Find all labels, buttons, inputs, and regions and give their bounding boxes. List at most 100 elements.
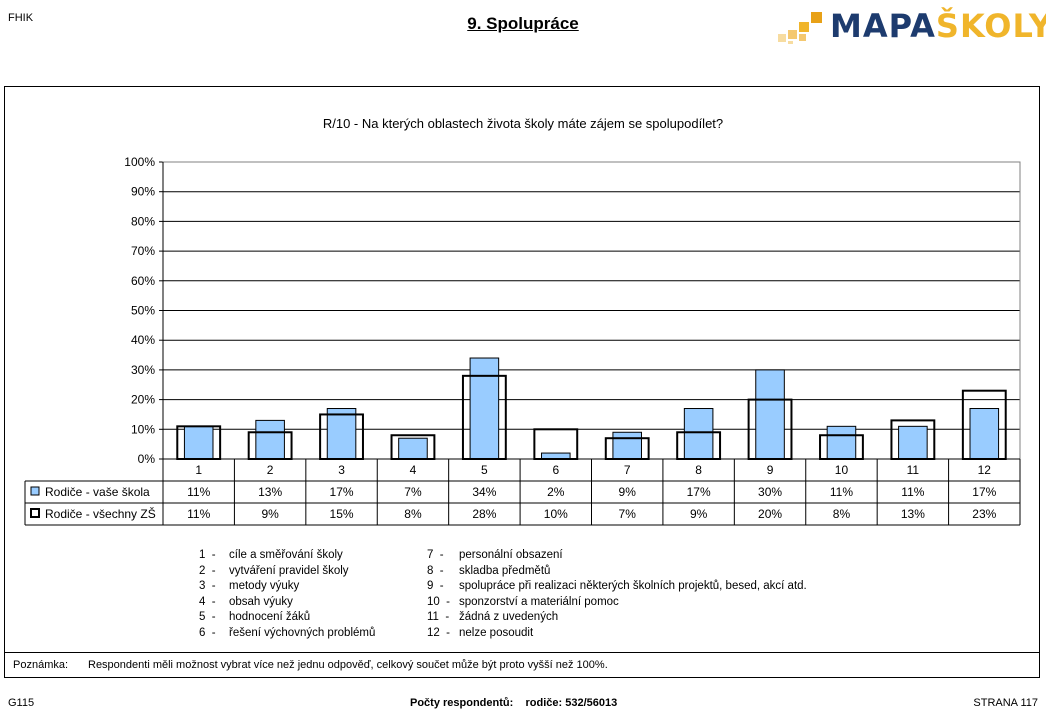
data-label: 8%: [833, 507, 851, 521]
page-title: 9. Spolupráce: [467, 14, 579, 33]
legend-number: 5 -: [199, 611, 223, 624]
data-label: 9%: [619, 485, 637, 499]
data-label: 11%: [187, 507, 210, 521]
data-label: 34%: [472, 485, 496, 499]
y-tick-label: 20%: [131, 393, 155, 407]
data-label: 7%: [404, 485, 422, 499]
category-label: 3: [338, 463, 345, 477]
legend-text: nelze posoudit: [459, 627, 534, 639]
legend-number: 11 -: [427, 611, 456, 624]
legend-number: 6 -: [199, 627, 223, 639]
y-tick-label: 50%: [131, 304, 155, 318]
legend-swatch-vase-skola: [30, 486, 40, 496]
data-label: 13%: [258, 485, 282, 499]
legend-number: 10 -: [427, 595, 457, 608]
legend-number: 4 -: [199, 595, 223, 608]
category-label: 4: [410, 463, 417, 477]
data-label: 2%: [547, 485, 565, 499]
y-tick-label: 80%: [131, 214, 155, 228]
legend-number: 7 -: [427, 549, 451, 561]
legend-item: 4 - obsah výuky: [199, 595, 293, 611]
y-tick-label: 70%: [131, 244, 155, 258]
legend-number: 9 -: [427, 580, 451, 593]
bar-vase-skola: [612, 431, 642, 460]
note-text: Respondenti měli možnost vybrat více než…: [88, 659, 608, 671]
bar-vase-skola: [683, 408, 714, 460]
footer-respondents: Počty respondentů: rodiče: 532/56013: [410, 697, 618, 709]
legend-number: 1 -: [199, 549, 223, 561]
mapa-skoly-logo: MAPAŠKOLY: [778, 7, 1046, 45]
legend-text: řešení výchovných problémů: [229, 627, 376, 639]
y-tick-label: 60%: [131, 274, 155, 288]
y-tick-label: 90%: [131, 185, 155, 199]
category-label: 9: [767, 463, 774, 477]
chart-title: R/10 - Na kterých oblastech života školy…: [322, 116, 724, 131]
data-label: 30%: [758, 485, 782, 499]
legend-swatch-vsechny-zs: [30, 508, 40, 518]
legend-item: 8 - skladba předmětů: [427, 564, 550, 580]
bar-vase-skola: [398, 437, 428, 460]
legend-item: 1 - cíle a směřování školy: [199, 548, 343, 564]
data-label: 11%: [187, 485, 210, 499]
legend-text: žádná z uvedených: [459, 611, 559, 624]
legend-item: 7 - personální obsazení: [427, 548, 563, 564]
footer-page-number: STRANA 117: [973, 697, 1038, 709]
legend-item: 11 - žádná z uvedených: [427, 610, 558, 626]
y-tick-label: 10%: [131, 422, 155, 436]
category-label: 12: [978, 463, 992, 477]
category-label: 8: [695, 463, 702, 477]
data-label: 10%: [544, 507, 568, 521]
bar-vase-skola: [755, 369, 785, 460]
note-divider: [5, 652, 1039, 653]
content-frame: [4, 86, 1040, 678]
logo-text: MAPAŠKOLY: [830, 7, 1046, 45]
category-label: 6: [552, 463, 559, 477]
data-label: 9%: [690, 507, 708, 521]
bar-vase-skola: [969, 408, 1000, 460]
legend-number: 8 -: [427, 564, 451, 577]
data-label: 9%: [261, 507, 279, 521]
legend-text: hodnocení žáků: [229, 611, 311, 624]
category-label: 5: [481, 463, 488, 477]
data-label: 13%: [901, 507, 925, 521]
legend-number: 3 -: [199, 580, 223, 593]
data-label: 28%: [472, 507, 496, 521]
data-label: 23%: [972, 507, 996, 521]
legend-text: cíle a směřování školy: [229, 549, 343, 561]
legend-text: obsah výuky: [229, 595, 293, 608]
data-label: 11%: [901, 485, 924, 499]
y-tick-label: 30%: [131, 363, 155, 377]
data-label: 11%: [830, 485, 853, 499]
footer-page-code: G115: [8, 697, 35, 709]
bar-vase-skola: [469, 357, 500, 460]
legend-item: 6 - řešení výchovných problémů: [199, 626, 375, 642]
series-name: Rodiče - všechny ZŠ: [45, 506, 156, 521]
category-label: 10: [835, 463, 849, 477]
bar-vase-skola: [326, 408, 357, 460]
bar-vase-skola: [255, 419, 285, 460]
logo-text-part2: ŠKOLY: [935, 7, 1046, 45]
legend-item: 2 - vytváření pravidel školy: [199, 564, 349, 580]
bar-vase-skola: [183, 425, 214, 460]
legend-number: 12 -: [427, 627, 457, 639]
legend-text: metody výuky: [229, 580, 300, 593]
data-label: 8%: [404, 507, 422, 521]
legend-text: personální obsazení: [459, 549, 563, 561]
legend-text: vytváření pravidel školy: [229, 564, 349, 577]
legend-item: 12 - nelze posoudit: [427, 626, 533, 642]
category-label: 1: [195, 463, 202, 477]
y-tick-label: 100%: [124, 155, 155, 169]
category-label: 7: [624, 463, 631, 477]
bar-vase-skola: [898, 425, 928, 460]
legend-text: skladba předmětů: [459, 564, 551, 577]
data-label: 17%: [972, 485, 996, 499]
legend-text: sponzorství a materiální pomoc: [459, 595, 619, 608]
data-label: 20%: [758, 507, 782, 521]
data-label: 17%: [330, 485, 354, 499]
legend-item: 5 - hodnocení žáků: [199, 610, 310, 626]
legend-item: 3 - metody výuky: [199, 579, 299, 595]
y-tick-label: 40%: [131, 333, 155, 347]
note-label: Poznámka:: [13, 659, 69, 671]
data-label: 17%: [687, 485, 711, 499]
legend-item: 10 - sponzorství a materiální pomoc: [427, 595, 619, 611]
